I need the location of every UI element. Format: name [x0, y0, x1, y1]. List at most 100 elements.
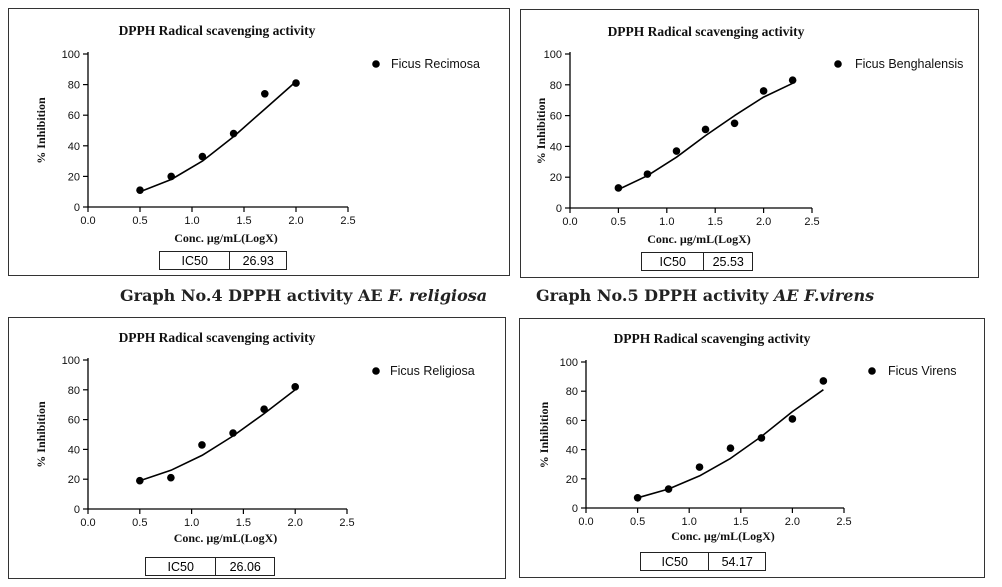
data-point — [633, 493, 642, 502]
data-point — [672, 147, 681, 155]
y-tick-label: 100 — [62, 49, 80, 61]
data-point — [136, 186, 144, 194]
y-tick-label: 60 — [566, 415, 578, 427]
chart-title: DPPH Radical scavenging activity — [614, 331, 811, 346]
caption-graph-5-prefix: Graph No.5 DPPH activity — [536, 286, 774, 305]
data-point — [614, 184, 623, 192]
x-tick-label: 2.0 — [288, 517, 303, 529]
legend-label: Ficus Benghalensis — [855, 57, 963, 71]
fit-curve — [139, 80, 297, 193]
data-point — [730, 119, 739, 128]
legend-label: Ficus Recimosa — [391, 57, 480, 71]
y-axis-label: % Inhibition — [34, 97, 48, 164]
y-axis-label: % Inhibition — [537, 401, 551, 468]
ic50-label-3: IC50 — [146, 558, 217, 575]
x-tick-label: 2.0 — [288, 215, 303, 227]
y-tick-label: 0 — [556, 203, 562, 215]
y-tick-label: 100 — [62, 355, 80, 367]
x-tick-label: 2.5 — [340, 215, 355, 227]
ic50-value-3: 26.06 — [229, 559, 261, 574]
y-tick-label: 100 — [544, 49, 562, 61]
x-tick-label: 1.5 — [236, 517, 251, 529]
caption-graph-4-prefix: Graph No.4 DPPH activity AE — [120, 286, 389, 305]
y-tick-label: 40 — [566, 445, 578, 457]
ic50-box-3: IC50 26.06 — [145, 557, 275, 576]
x-tick-label: 0.0 — [562, 216, 577, 228]
y-tick-label: 80 — [68, 385, 80, 397]
x-tick-label: 1.0 — [659, 216, 674, 228]
ic50-box-2: IC50 25.53 — [641, 252, 753, 271]
chart-panel-3: DPPH Radical scavenging activity 0 20 40 60 8… — [8, 317, 506, 579]
data-point — [167, 172, 175, 181]
data-point — [291, 383, 300, 391]
data-point — [198, 152, 207, 161]
x-axis-label: Conc. µg/mL(LogX) — [647, 232, 751, 246]
chart-title: DPPH Radical scavenging activity — [119, 23, 316, 38]
data-point — [726, 444, 735, 452]
data-point — [198, 441, 206, 449]
x-tick-label: 0.0 — [80, 517, 95, 529]
y-tick-label: 20 — [68, 171, 80, 183]
data-point — [292, 79, 300, 87]
ic50-label-2: IC50 — [642, 253, 705, 270]
data-point — [260, 405, 268, 413]
x-tick-label: 0.5 — [132, 215, 147, 227]
y-tick-label: 60 — [68, 110, 80, 122]
ic50-box-4: IC50 54.17 — [640, 552, 766, 571]
x-tick-label: 2.0 — [785, 516, 800, 528]
y-tick-label: 40 — [68, 444, 80, 456]
x-axis-label: Conc. µg/mL(LogX) — [174, 531, 278, 545]
chart-panel-1: DPPH Radical scavenging activity 0 20 40 60 8… — [8, 8, 510, 276]
chart-svg-4: DPPH Radical scavenging activity 0 20 40 60 8… — [537, 331, 957, 543]
x-tick-label: 1.5 — [236, 215, 251, 227]
y-tick-label: 0 — [74, 202, 80, 214]
data-point — [759, 87, 768, 95]
legend-marker — [372, 367, 380, 375]
caption-graph-4-species: F. religiosa — [388, 286, 488, 305]
x-tick-label: 0.5 — [611, 216, 626, 228]
y-tick-label: 60 — [550, 111, 562, 123]
caption-graph-4: Graph No.4 DPPH activity AE F. religiosa — [120, 286, 487, 305]
ic50-value-1: 26.93 — [242, 253, 274, 268]
data-point — [229, 129, 238, 138]
data-point — [819, 377, 828, 385]
ic50-box-1: IC50 26.93 — [159, 251, 287, 270]
y-tick-label: 20 — [68, 474, 80, 486]
y-tick-label: 20 — [566, 474, 578, 486]
y-tick-label: 0 — [572, 503, 578, 515]
y-tick-label: 100 — [560, 357, 578, 369]
ic50-value-2: 25.53 — [712, 254, 744, 269]
legend-marker — [834, 60, 842, 68]
x-tick-label: 2.5 — [836, 516, 851, 528]
chart-panel-2: DPPH Radical scavenging activity 0 20 40 60 8… — [520, 9, 979, 278]
x-tick-label: 2.0 — [756, 216, 771, 228]
x-axis-label: Conc. µg/mL(LogX) — [671, 529, 775, 543]
data-point — [788, 415, 797, 423]
x-tick-label: 1.5 — [708, 216, 723, 228]
chart-svg-2: DPPH Radical scavenging activity 0 20 40 60 8… — [534, 24, 963, 246]
y-tick-label: 40 — [68, 141, 80, 153]
chart-title: DPPH Radical scavenging activity — [608, 24, 805, 39]
y-tick-label: 20 — [550, 172, 562, 184]
y-tick-label: 80 — [550, 80, 562, 92]
ic50-label-4: IC50 — [641, 553, 710, 570]
ic50-value-4: 54.17 — [721, 554, 753, 569]
fit-curve — [637, 389, 824, 499]
x-tick-label: 0.0 — [578, 516, 593, 528]
data-point — [788, 76, 797, 84]
data-point — [261, 89, 269, 98]
data-point — [643, 170, 652, 178]
data-point — [695, 463, 704, 471]
chart-title: DPPH Radical scavenging activity — [119, 330, 316, 345]
y-tick-label: 60 — [68, 415, 80, 427]
legend-marker — [868, 367, 876, 375]
fit-curve — [139, 389, 296, 482]
data-point — [701, 125, 710, 134]
chart-svg-3: DPPH Radical scavenging activity 0 20 40 60 8… — [34, 330, 475, 545]
x-tick-label: 0.0 — [80, 215, 95, 227]
legend-label: Ficus Virens — [888, 364, 957, 378]
x-tick-label: 1.0 — [184, 215, 199, 227]
x-tick-label: 1.0 — [184, 517, 199, 529]
legend-label: Ficus Religiosa — [390, 364, 475, 378]
y-axis-label: % Inhibition — [34, 401, 48, 468]
